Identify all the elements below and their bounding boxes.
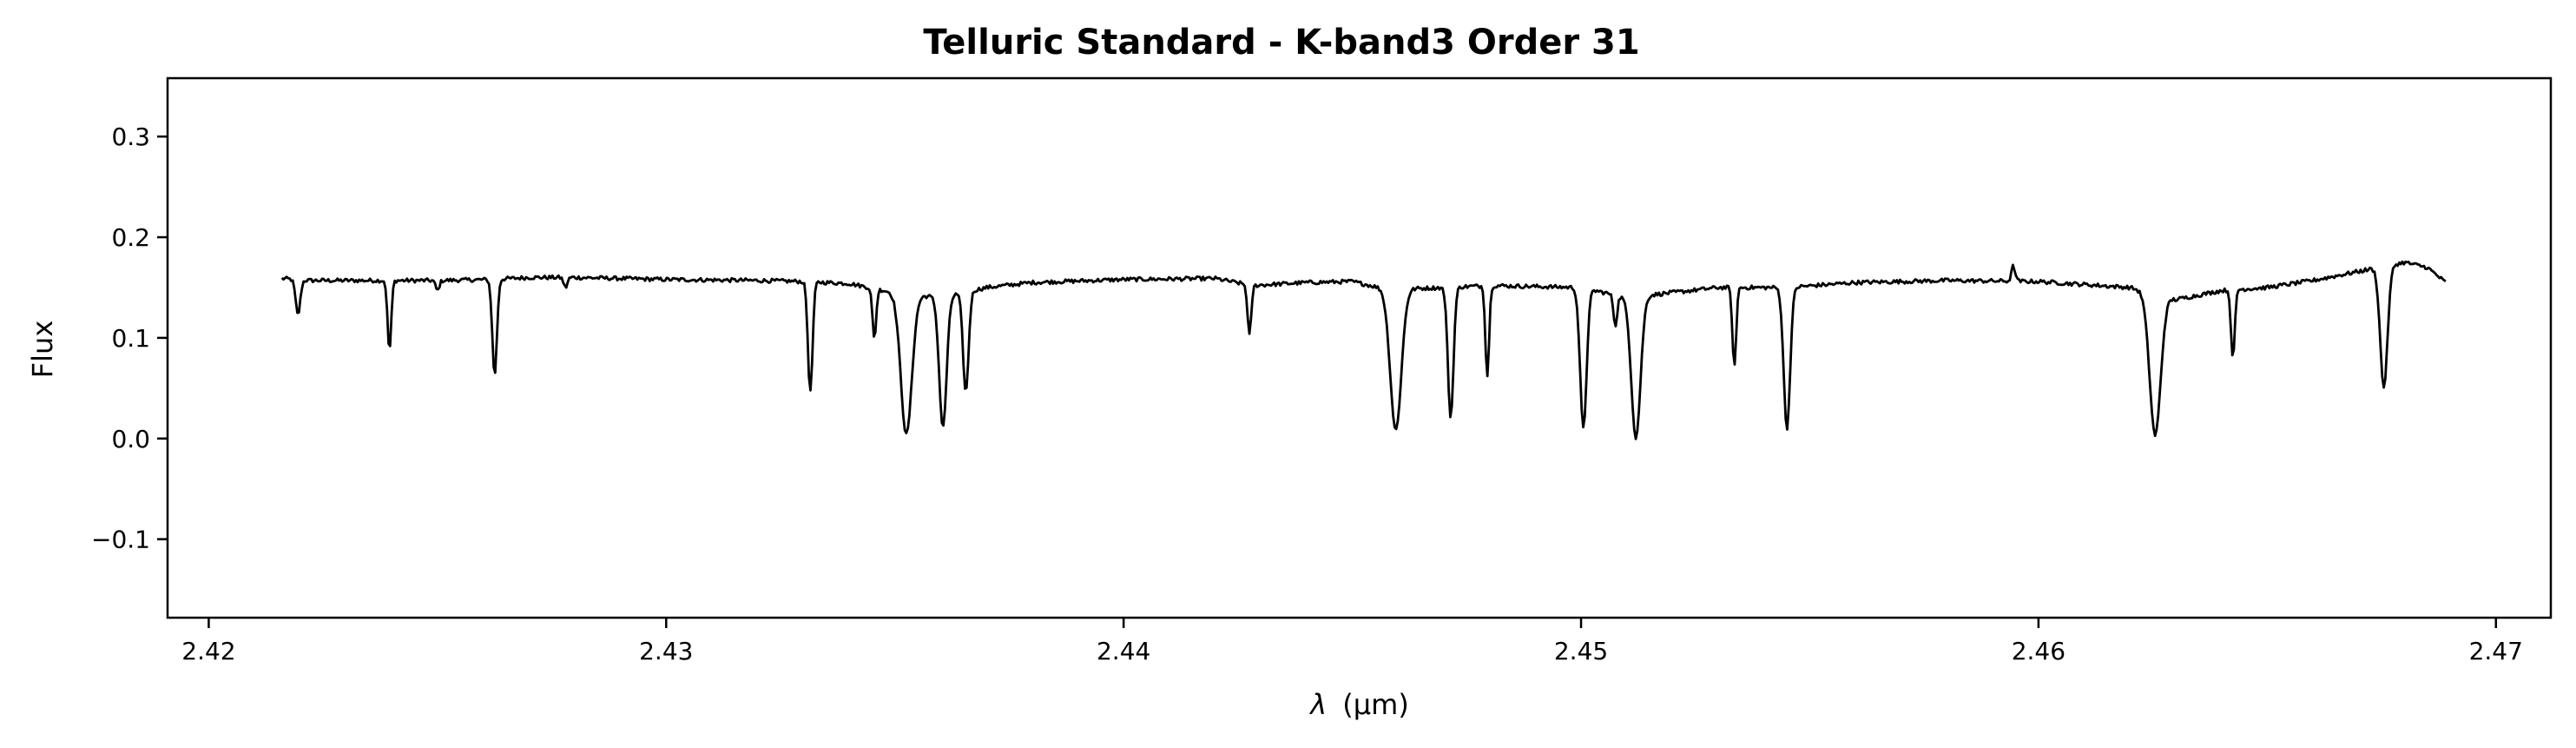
y-tick-label: 0.2 (111, 223, 150, 252)
x-axis-label-symbol: λ (1308, 688, 1327, 721)
x-axis-label: λ (μm) (1308, 688, 1409, 721)
series-group (280, 260, 2447, 440)
x-tick-label: 2.47 (2469, 637, 2523, 665)
x-axis-label-unit: (μm) (1342, 688, 1409, 721)
y-tick-label: 0.0 (111, 425, 150, 453)
y-axis: −0.1 0.0 0.1 0.2 0.3 (91, 122, 168, 554)
x-tick-label: 2.44 (1097, 637, 1150, 665)
x-tick-label: 2.45 (1554, 637, 1608, 665)
plot-frame (166, 76, 2553, 619)
x-tick-label: 2.46 (2012, 637, 2065, 665)
y-axis-label: Flux (26, 321, 59, 379)
y-tick-label: −0.1 (91, 526, 150, 554)
y-tick-label: 0.3 (111, 122, 150, 151)
y-tick-label: 0.1 (111, 324, 150, 353)
chart-title: Telluric Standard - K-band3 Order 31 (923, 23, 1639, 63)
x-tick-label: 2.43 (639, 637, 693, 665)
x-tick-label: 2.42 (181, 637, 235, 665)
series-line (280, 260, 2447, 440)
x-axis: 2.42 2.43 2.44 2.45 2.46 2.47 (181, 618, 2523, 665)
